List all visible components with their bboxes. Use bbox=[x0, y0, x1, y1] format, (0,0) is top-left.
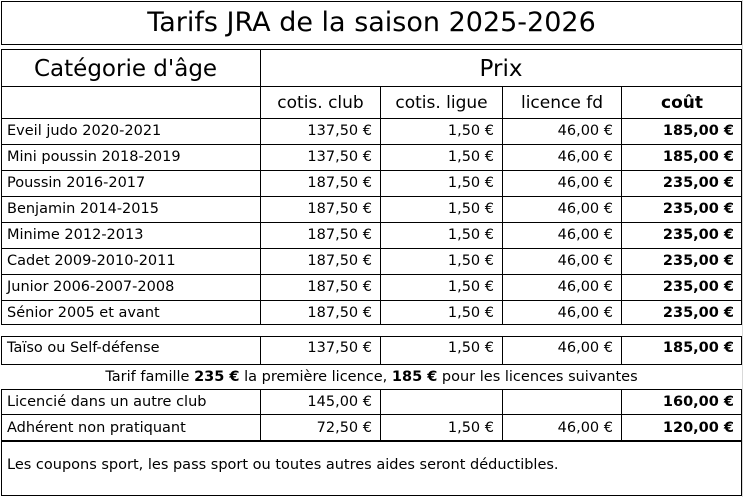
licence-value: 46,00 € bbox=[557, 420, 613, 436]
cotis-ligue-value: 1,50 € bbox=[447, 149, 494, 165]
cotis-club-value: 137,50 € bbox=[307, 123, 372, 139]
licence-value: 46,00 € bbox=[557, 340, 613, 356]
cotis-ligue-value: 1,50 € bbox=[447, 253, 494, 269]
licence-value: 46,00 € bbox=[557, 149, 613, 165]
cout-value: 235,00 € bbox=[662, 227, 734, 243]
divider bbox=[1, 248, 742, 249]
cout-value: 185,00 € bbox=[662, 340, 734, 356]
divider bbox=[260, 49, 261, 325]
cotis-ligue-value: 1,50 € bbox=[447, 279, 494, 295]
family-rate-middle: la première licence, bbox=[239, 369, 392, 385]
divider bbox=[621, 389, 622, 441]
family-rate-prefix: Tarif famille bbox=[105, 369, 195, 385]
licence-value: 46,00 € bbox=[557, 175, 613, 191]
divider bbox=[1, 414, 742, 415]
row-label: Minime 2012-2013 bbox=[7, 227, 144, 243]
cotis-club-value: 187,50 € bbox=[307, 175, 372, 191]
price-header: Prix bbox=[479, 56, 523, 82]
taiso-row bbox=[1, 336, 742, 365]
divider bbox=[380, 86, 381, 325]
cotis-club-value: 72,50 € bbox=[316, 420, 372, 436]
row-label: Poussin 2016-2017 bbox=[7, 175, 146, 191]
divider bbox=[1, 300, 742, 301]
cotis-club-value: 145,00 € bbox=[307, 394, 372, 410]
family-rate-suffix: pour les licences suivantes bbox=[437, 369, 638, 385]
cout-value: 235,00 € bbox=[662, 279, 734, 295]
cout-value: 160,00 € bbox=[662, 394, 734, 410]
cotis-club-value: 137,50 € bbox=[307, 340, 372, 356]
cotis-ligue-value: 1,50 € bbox=[447, 305, 494, 321]
licence-value: 46,00 € bbox=[557, 201, 613, 217]
cotis-ligue-value: 1,50 € bbox=[447, 420, 494, 436]
divider bbox=[1, 222, 742, 223]
licence-value: 46,00 € bbox=[557, 227, 613, 243]
row-label: Sénior 2005 et avant bbox=[7, 305, 160, 321]
divider bbox=[621, 86, 622, 325]
cout-value: 235,00 € bbox=[662, 175, 734, 191]
row-label: Eveil judo 2020-2021 bbox=[7, 123, 162, 139]
divider bbox=[621, 336, 622, 365]
divider bbox=[502, 389, 503, 441]
divider bbox=[1, 170, 742, 171]
row-label: Adhérent non pratiquant bbox=[7, 420, 186, 436]
column-header-ligue: cotis. ligue bbox=[395, 93, 488, 113]
divider bbox=[260, 336, 261, 365]
cotis-club-value: 187,50 € bbox=[307, 227, 372, 243]
divider bbox=[380, 336, 381, 365]
category-header: Catégorie d'âge bbox=[34, 56, 218, 82]
row-label: Cadet 2009-2010-2011 bbox=[7, 253, 176, 269]
cout-value: 235,00 € bbox=[662, 201, 734, 217]
cotis-ligue-value: 1,50 € bbox=[447, 123, 494, 139]
column-header-cout: coût bbox=[661, 93, 703, 113]
row-label: Junior 2006-2007-2008 bbox=[7, 279, 175, 295]
cotis-club-value: 137,50 € bbox=[307, 149, 372, 165]
divider bbox=[502, 336, 503, 365]
family-rate-line: Tarif famille 235 € la première licence,… bbox=[1, 365, 742, 389]
row-label: Benjamin 2014-2015 bbox=[7, 201, 159, 217]
cout-value: 120,00 € bbox=[662, 420, 734, 436]
family-rate-first-amount: 235 € bbox=[194, 369, 240, 385]
divider bbox=[380, 389, 381, 441]
cotis-club-value: 187,50 € bbox=[307, 253, 372, 269]
main-table bbox=[1, 49, 742, 325]
divider bbox=[1, 118, 742, 119]
cout-value: 185,00 € bbox=[662, 123, 734, 139]
licence-value: 46,00 € bbox=[557, 305, 613, 321]
row-label: Licencié dans un autre club bbox=[7, 394, 207, 410]
row-label: Taïso ou Self-défense bbox=[7, 340, 160, 356]
licence-value: 46,00 € bbox=[557, 279, 613, 295]
divider bbox=[1, 196, 742, 197]
family-rate-next-amount: 185 € bbox=[391, 369, 438, 385]
cout-value: 185,00 € bbox=[662, 149, 734, 165]
title-box bbox=[1, 1, 742, 45]
cotis-club-value: 187,50 € bbox=[307, 201, 372, 217]
page-title: Tarifs JRA de la saison 2025-2026 bbox=[147, 7, 596, 38]
cotis-club-value: 187,50 € bbox=[307, 279, 372, 295]
other-rows-table bbox=[1, 389, 742, 441]
divider bbox=[1, 274, 742, 275]
cout-value: 235,00 € bbox=[662, 305, 734, 321]
licence-value bbox=[503, 391, 621, 414]
cotis-ligue-value: 1,50 € bbox=[447, 227, 494, 243]
column-header-club: cotis. club bbox=[277, 93, 364, 113]
row-label: Mini poussin 2018-2019 bbox=[7, 149, 181, 165]
deduction-note: Les coupons sport, les pass sport ou tou… bbox=[7, 457, 559, 473]
divider bbox=[260, 389, 261, 441]
cotis-ligue-value: 1,50 € bbox=[447, 201, 494, 217]
divider bbox=[502, 86, 503, 325]
cout-value: 235,00 € bbox=[662, 253, 734, 269]
note-box bbox=[1, 441, 742, 496]
divider bbox=[1, 86, 742, 87]
cotis-ligue-value bbox=[381, 391, 502, 414]
grid-line bbox=[742, 0, 743, 497]
cotis-ligue-value: 1,50 € bbox=[447, 340, 494, 356]
divider bbox=[1, 144, 742, 145]
licence-value: 46,00 € bbox=[557, 253, 613, 269]
licence-value: 46,00 € bbox=[557, 123, 613, 139]
cotis-club-value: 187,50 € bbox=[307, 305, 372, 321]
cotis-ligue-value: 1,50 € bbox=[447, 175, 494, 191]
column-header-licence: licence fd bbox=[520, 93, 603, 113]
